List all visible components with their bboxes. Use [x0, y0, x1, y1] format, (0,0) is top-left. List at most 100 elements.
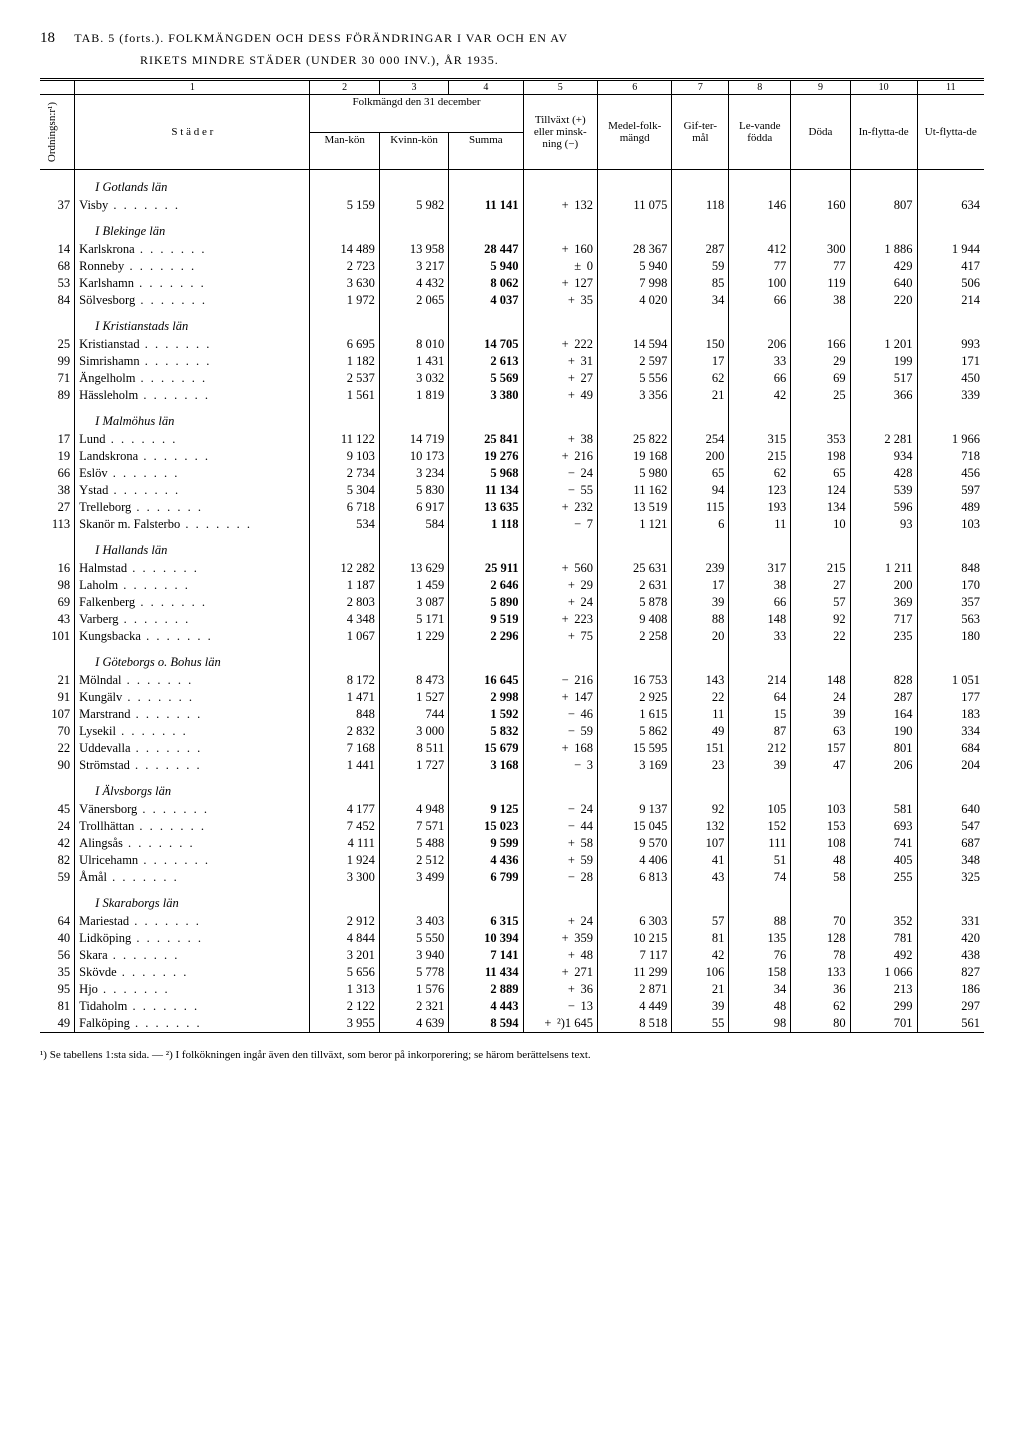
- cell-in: 934: [850, 448, 917, 465]
- cell-in: 200: [850, 577, 917, 594]
- cell-gifter: 20: [672, 628, 729, 645]
- table-row: 37Visby5 1595 98211 141+ 13211 075118146…: [40, 197, 984, 214]
- cell-doda: 119: [791, 275, 850, 292]
- table-row: 25Kristianstad6 6958 01014 705+ 22214 59…: [40, 336, 984, 353]
- cell-medel: 13 519: [598, 499, 672, 516]
- cell-ut: 489: [917, 499, 984, 516]
- colnum-2: 2: [310, 80, 379, 95]
- cell-summa: 3 168: [449, 757, 523, 774]
- cell-ord: 113: [40, 516, 75, 533]
- table-row: 98Laholm1 1871 4592 646+ 292 63117382720…: [40, 577, 984, 594]
- cell-medel: 10 215: [598, 930, 672, 947]
- cell-levande: 38: [729, 577, 791, 594]
- cell-summa: 5 968: [449, 465, 523, 482]
- cell-ut: 634: [917, 197, 984, 214]
- table-row: 45Vänersborg4 1774 9489 125− 249 1379210…: [40, 801, 984, 818]
- cell-doda: 62: [791, 998, 850, 1015]
- cell-in: 220: [850, 292, 917, 309]
- cell-kvinn: 3 000: [379, 723, 448, 740]
- cell-gifter: 118: [672, 197, 729, 214]
- table-row: 81Tidaholm2 1222 3214 443− 134 449394862…: [40, 998, 984, 1015]
- cell-medel: 14 594: [598, 336, 672, 353]
- cell-tillvaxt: + 58: [523, 835, 598, 852]
- cell-tillvaxt: − 46: [523, 706, 598, 723]
- cell-ord: 17: [40, 431, 75, 448]
- cell-tillvaxt: + 75: [523, 628, 598, 645]
- cell-in: 801: [850, 740, 917, 757]
- colnum-1: 1: [75, 80, 310, 95]
- cell-medel: 5 556: [598, 370, 672, 387]
- cell-kvinn: 10 173: [379, 448, 448, 465]
- cell-tillvaxt: − 7: [523, 516, 598, 533]
- cell-city: Laholm: [75, 577, 310, 594]
- cell-ord: 14: [40, 241, 75, 258]
- hdr-levande: Le-vande födda: [729, 95, 791, 170]
- title-line-1: TAB. 5 (forts.). FOLKMÄNGDEN OCH DESS FÖ…: [74, 31, 568, 45]
- cell-doda: 58: [791, 869, 850, 886]
- cell-gifter: 132: [672, 818, 729, 835]
- cell-kvinn: 4 948: [379, 801, 448, 818]
- cell-gifter: 59: [672, 258, 729, 275]
- cell-medel: 5 878: [598, 594, 672, 611]
- cell-kvinn: 1 576: [379, 981, 448, 998]
- cell-summa: 25 841: [449, 431, 523, 448]
- cell-in: 352: [850, 913, 917, 930]
- table-row: 101Kungsbacka1 0671 2292 296+ 752 258203…: [40, 628, 984, 645]
- cell-kvinn: 8 511: [379, 740, 448, 757]
- table-row: 16Halmstad12 28213 62925 911+ 56025 6312…: [40, 560, 984, 577]
- cell-kvinn: 8 010: [379, 336, 448, 353]
- cell-doda: 24: [791, 689, 850, 706]
- cell-gifter: 34: [672, 292, 729, 309]
- cell-ord: 70: [40, 723, 75, 740]
- table-row: 42Alingsås4 1115 4889 599+ 589 570107111…: [40, 835, 984, 852]
- colnum-5: 5: [523, 80, 598, 95]
- cell-ut: 183: [917, 706, 984, 723]
- cell-gifter: 151: [672, 740, 729, 757]
- cell-medel: 8 518: [598, 1015, 672, 1033]
- cell-gifter: 150: [672, 336, 729, 353]
- cell-ut: 718: [917, 448, 984, 465]
- table-row: 82Ulricehamn1 9242 5124 436+ 594 4064151…: [40, 852, 984, 869]
- cell-in: 405: [850, 852, 917, 869]
- hdr-ut: Ut-flytta-de: [917, 95, 984, 170]
- cell-man: 5 159: [310, 197, 379, 214]
- cell-levande: 74: [729, 869, 791, 886]
- cell-gifter: 21: [672, 387, 729, 404]
- cell-ord: 38: [40, 482, 75, 499]
- cell-city: Visby: [75, 197, 310, 214]
- cell-medel: 4 406: [598, 852, 672, 869]
- cell-kvinn: 5 778: [379, 964, 448, 981]
- cell-summa: 25 911: [449, 560, 523, 577]
- cell-kvinn: 14 719: [379, 431, 448, 448]
- cell-ut: 186: [917, 981, 984, 998]
- cell-levande: 11: [729, 516, 791, 533]
- cell-man: 1 972: [310, 292, 379, 309]
- cell-doda: 57: [791, 594, 850, 611]
- cell-tillvaxt: + 27: [523, 370, 598, 387]
- cell-city: Landskrona: [75, 448, 310, 465]
- cell-summa: 11 134: [449, 482, 523, 499]
- cell-medel: 11 162: [598, 482, 672, 499]
- cell-tillvaxt: − 59: [523, 723, 598, 740]
- cell-doda: 148: [791, 672, 850, 689]
- cell-medel: 9 570: [598, 835, 672, 852]
- cell-gifter: 239: [672, 560, 729, 577]
- cell-kvinn: 13 958: [379, 241, 448, 258]
- cell-man: 1 561: [310, 387, 379, 404]
- cell-city: Ronneby: [75, 258, 310, 275]
- cell-city: Varberg: [75, 611, 310, 628]
- cell-doda: 38: [791, 292, 850, 309]
- cell-doda: 29: [791, 353, 850, 370]
- cell-ord: 37: [40, 197, 75, 214]
- table-row: 22Uddevalla7 1688 51115 679+ 16815 59515…: [40, 740, 984, 757]
- cell-ut: 1 966: [917, 431, 984, 448]
- cell-summa: 2 646: [449, 577, 523, 594]
- colnum-9: 9: [791, 80, 850, 95]
- cell-man: 5 656: [310, 964, 379, 981]
- cell-summa: 5 832: [449, 723, 523, 740]
- region-header: I Älvsborgs län: [75, 774, 310, 801]
- cell-summa: 10 394: [449, 930, 523, 947]
- cell-in: 199: [850, 353, 917, 370]
- cell-gifter: 106: [672, 964, 729, 981]
- cell-ord: 42: [40, 835, 75, 852]
